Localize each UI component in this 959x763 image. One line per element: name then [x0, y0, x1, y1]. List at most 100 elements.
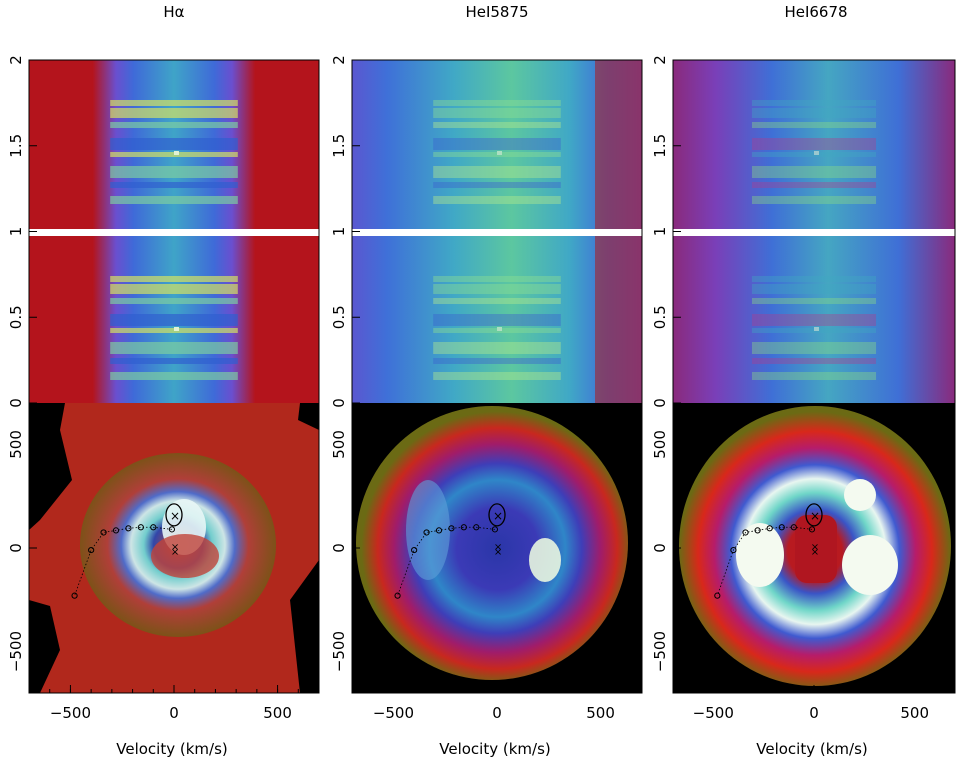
phase-tick-label: 0 — [330, 398, 348, 408]
x-tick-label: −500 — [373, 704, 414, 722]
doppler-map-hei6678 — [673, 403, 955, 693]
y-tick-label: −500 — [651, 631, 669, 672]
spectrum-stripe — [433, 372, 561, 380]
phase-separator-hei5875 — [352, 229, 642, 236]
y-tick-label: −500 — [7, 631, 25, 672]
roche-lobe — [805, 503, 823, 527]
spectrum-stripe — [751, 298, 877, 304]
wd-marker: × — [171, 547, 179, 558]
phase-tick-label: 1 — [651, 227, 669, 237]
spectrum-peak-pixel — [174, 327, 179, 331]
spectrum-stripe — [751, 372, 877, 380]
map-overlays: ××××××××× — [71, 503, 823, 599]
y-tick-label: 500 — [651, 430, 669, 459]
phase-tick-label: 1 — [330, 227, 348, 237]
spectrum-stripe — [751, 196, 877, 204]
spectrum-stripe — [110, 100, 238, 106]
stream-point — [473, 524, 480, 531]
panel-title-hei5875: HeI5875 — [465, 3, 528, 21]
stream-point — [460, 524, 467, 531]
secondary-cm-marker: × — [170, 509, 180, 523]
phase-tick-label: 0.5 — [7, 305, 25, 329]
y-tick-label: 500 — [7, 430, 25, 459]
stream-point — [112, 527, 120, 534]
stream-point — [137, 524, 144, 531]
spectrum-stripe — [433, 182, 561, 188]
system-cm-marker: × — [494, 542, 502, 553]
spectrum-stripe — [110, 284, 238, 294]
spectrum-stripe — [751, 314, 877, 326]
spectrum-stripe — [433, 276, 561, 282]
spectrum-peak-pixel — [497, 151, 502, 155]
wd-marker: × — [494, 547, 502, 558]
x-axis-title: Velocity (km/s) — [756, 740, 867, 758]
axis-ticks — [29, 59, 936, 693]
spectrum-stripe — [110, 342, 238, 354]
y-tick-label: −500 — [330, 631, 348, 672]
stream-point — [448, 525, 455, 532]
stream-point — [766, 525, 773, 532]
doppler-map-hei5875 — [352, 403, 642, 693]
spectrum-stripe — [751, 358, 877, 364]
spectrum-stripe — [110, 196, 238, 204]
spectrum-stripe — [110, 358, 238, 364]
spectrum-stripe — [751, 138, 877, 150]
stream-point — [730, 546, 737, 554]
phase-tick-label: 1.5 — [651, 134, 669, 158]
doppler-map-halpha — [29, 403, 319, 693]
phase-tick-label: 0.5 — [651, 305, 669, 329]
spectrum-stripe — [433, 100, 561, 106]
spectrum-peak-pixel — [497, 327, 502, 331]
phase-tick-label: 1 — [7, 227, 25, 237]
spectrum-stripe — [751, 122, 877, 128]
phase-separator-halpha — [29, 229, 319, 236]
spectrum-stripe — [751, 342, 877, 354]
stream-point — [394, 592, 401, 599]
stream-point — [742, 529, 749, 536]
x-axis-title: Velocity (km/s) — [439, 740, 550, 758]
y-tick-label: 500 — [330, 430, 348, 459]
spectrum-stripe — [110, 138, 238, 150]
stream-point — [125, 525, 132, 532]
spectrum-stripe — [110, 298, 238, 304]
panel-title-hei6678: HeI6678 — [784, 3, 847, 21]
stream-trajectory — [397, 526, 495, 596]
secondary-cm-marker: × — [810, 509, 820, 523]
roche-lobe — [488, 503, 506, 527]
stream-point — [100, 529, 107, 536]
phase-tick-label: 2 — [7, 55, 25, 65]
stream-point — [435, 527, 443, 534]
x-tick-label: 500 — [263, 704, 292, 722]
spectrum-stripe — [751, 108, 877, 118]
spectrum-stripe — [433, 314, 561, 326]
x-tick-label: 0 — [169, 704, 179, 722]
spectrum-stripe — [110, 276, 238, 282]
spectrum-stripe — [433, 122, 561, 128]
stream-point — [71, 592, 78, 599]
phase-tick-label: 0.5 — [330, 305, 348, 329]
spectrum-stripe — [110, 108, 238, 118]
stream-point — [491, 526, 499, 533]
spectrum-peak-pixel — [814, 151, 819, 155]
stream-point — [150, 524, 157, 531]
x-tick-label: 500 — [900, 704, 929, 722]
x-tick-label: 500 — [586, 704, 615, 722]
y-tick-label: 0 — [651, 543, 669, 553]
spectrum-stripe — [110, 122, 238, 128]
stream-point — [411, 546, 418, 554]
spectrum-stripe — [751, 100, 877, 106]
spectrum-stripe — [110, 166, 238, 178]
x-tick-label: −500 — [50, 704, 91, 722]
system-cm-marker: × — [811, 542, 819, 553]
phase-tick-label: 2 — [330, 55, 348, 65]
axis-labels: −500 0 500 −500 0 500 0 0.5 1 1.5 2 Velocity (km/s)… — [7, 55, 929, 758]
spectrum-stripe — [433, 342, 561, 354]
spectrum-stripe — [751, 182, 877, 188]
y-tick-label: 0 — [7, 543, 25, 553]
x-tick-label: −500 — [693, 704, 734, 722]
stream-point — [88, 546, 95, 554]
spectrum-stripe — [433, 138, 561, 150]
phase-tick-label: 1.5 — [7, 134, 25, 158]
spectrum-stripe — [433, 166, 561, 178]
phase-tick-label: 0 — [7, 398, 25, 408]
